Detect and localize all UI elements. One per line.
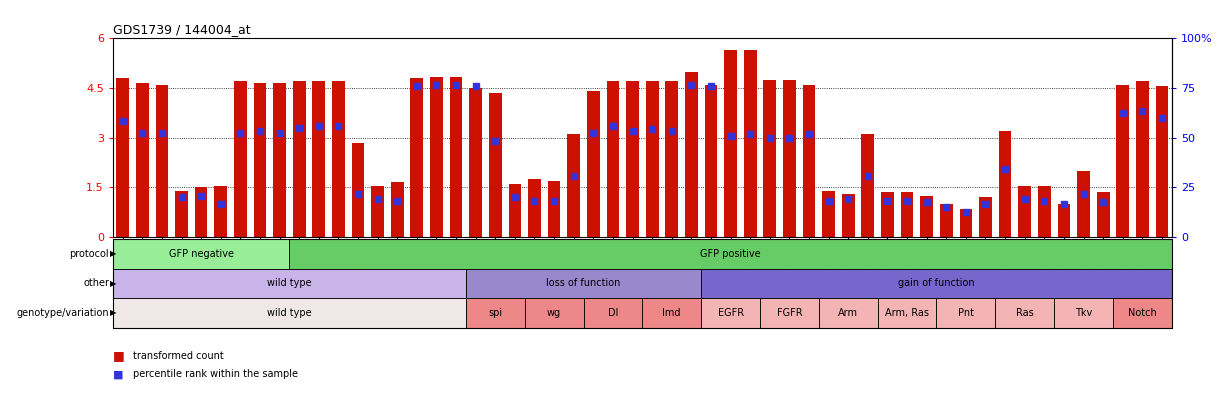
Bar xyxy=(234,81,247,237)
Text: Notch: Notch xyxy=(1128,308,1157,318)
Bar xyxy=(136,83,148,237)
Bar xyxy=(567,134,580,237)
Text: ▶: ▶ xyxy=(110,279,117,288)
Text: GFP negative: GFP negative xyxy=(168,249,233,259)
Text: Tkv: Tkv xyxy=(1075,308,1092,318)
Bar xyxy=(372,185,384,237)
Bar xyxy=(704,85,718,237)
Text: wild type: wild type xyxy=(267,278,312,288)
Text: ▶: ▶ xyxy=(110,308,117,318)
Bar xyxy=(1136,81,1148,237)
Bar xyxy=(391,182,404,237)
Text: EGFR: EGFR xyxy=(718,308,744,318)
Bar xyxy=(940,204,952,237)
Bar xyxy=(1097,192,1109,237)
Text: Arm: Arm xyxy=(838,308,858,318)
Bar xyxy=(606,81,620,237)
Text: spi: spi xyxy=(488,308,502,318)
Bar xyxy=(763,80,777,237)
Bar xyxy=(802,85,816,237)
Bar xyxy=(960,209,972,237)
Text: loss of function: loss of function xyxy=(546,278,621,288)
Text: Imd: Imd xyxy=(663,308,681,318)
Bar xyxy=(901,192,913,237)
Text: genotype/variation: genotype/variation xyxy=(17,308,109,318)
Bar xyxy=(547,181,561,237)
Bar xyxy=(587,92,600,237)
Text: transformed count: transformed count xyxy=(133,351,223,361)
Bar xyxy=(744,50,757,237)
Bar xyxy=(293,81,306,237)
Text: Arm, Ras: Arm, Ras xyxy=(885,308,929,318)
Bar xyxy=(333,81,345,237)
Text: Pnt: Pnt xyxy=(958,308,974,318)
Bar xyxy=(979,197,991,237)
Bar xyxy=(1117,85,1129,237)
Bar xyxy=(215,185,227,237)
Text: gain of function: gain of function xyxy=(898,278,974,288)
Text: other: other xyxy=(83,278,109,288)
Bar xyxy=(822,191,836,237)
Bar xyxy=(1018,185,1031,237)
Text: ▶: ▶ xyxy=(110,249,117,258)
Bar xyxy=(469,88,482,237)
Bar xyxy=(117,78,129,237)
Text: percentile rank within the sample: percentile rank within the sample xyxy=(133,369,297,379)
Text: FGFR: FGFR xyxy=(777,308,802,318)
Text: Ras: Ras xyxy=(1016,308,1033,318)
Bar xyxy=(626,81,639,237)
Bar xyxy=(449,77,463,237)
Bar xyxy=(488,93,502,237)
Bar xyxy=(528,179,541,237)
Bar xyxy=(313,81,325,237)
Bar xyxy=(431,77,443,237)
Bar xyxy=(175,191,188,237)
Bar xyxy=(1038,185,1050,237)
Text: protocol: protocol xyxy=(70,249,109,259)
Text: wg: wg xyxy=(547,308,561,318)
Bar xyxy=(783,80,796,237)
Text: ■: ■ xyxy=(113,369,124,379)
Bar xyxy=(156,85,168,237)
Bar xyxy=(1077,171,1090,237)
Text: Dl: Dl xyxy=(607,308,618,318)
Bar xyxy=(665,81,679,237)
Bar xyxy=(411,78,423,237)
Bar xyxy=(724,50,737,237)
Bar xyxy=(685,72,698,237)
Bar xyxy=(1156,86,1168,237)
Text: GDS1739 / 144004_at: GDS1739 / 144004_at xyxy=(113,23,250,36)
Text: wild type: wild type xyxy=(267,308,312,318)
Text: GFP positive: GFP positive xyxy=(701,249,761,259)
Bar xyxy=(881,192,893,237)
Bar xyxy=(508,184,521,237)
Bar xyxy=(195,187,207,237)
Bar xyxy=(861,134,874,237)
Bar xyxy=(352,143,364,237)
Bar xyxy=(842,194,854,237)
Bar xyxy=(645,81,659,237)
Text: ■: ■ xyxy=(113,350,125,362)
Bar xyxy=(274,83,286,237)
Bar xyxy=(920,196,933,237)
Bar xyxy=(254,83,266,237)
Bar xyxy=(999,131,1011,237)
Bar xyxy=(1058,204,1070,237)
